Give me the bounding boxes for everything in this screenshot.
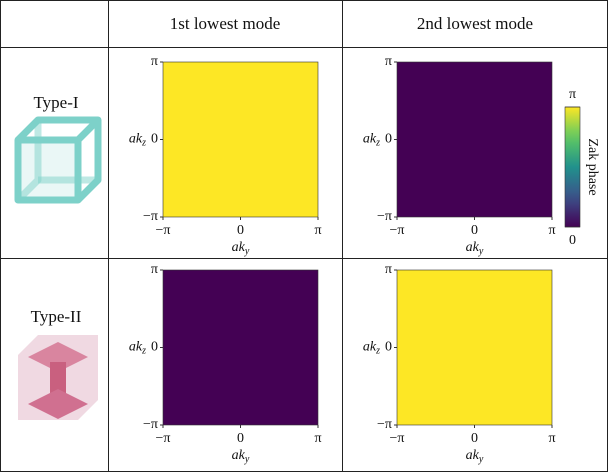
row-header: Type-II <box>31 307 82 326</box>
axis-label-sub: y <box>478 246 484 257</box>
axis-label-main: ak <box>129 340 143 355</box>
x-tick-label: −π <box>156 431 171 446</box>
column-header: 1st lowest mode <box>170 14 281 33</box>
y-tick-label: −π <box>377 209 392 224</box>
y-tick-label: 0 <box>385 132 392 147</box>
x-tick-label: π <box>314 223 321 238</box>
x-tick-label: 0 <box>471 431 478 446</box>
axis-label: aky <box>466 240 484 257</box>
x-tick-label: π <box>314 431 321 446</box>
heatmap-cell <box>163 62 318 217</box>
x-tick-label: π <box>548 431 555 446</box>
x-tick-label: −π <box>390 431 405 446</box>
colorbar-tick-label: π <box>569 87 576 102</box>
x-tick-label: 0 <box>237 431 244 446</box>
axis-label-main: ak <box>363 132 377 147</box>
axis-label: aky <box>466 448 484 465</box>
column-header: 2nd lowest mode <box>417 14 533 33</box>
y-tick-label: π <box>385 54 392 69</box>
axis-label-main: ak <box>129 132 143 147</box>
x-tick-label: 0 <box>471 223 478 238</box>
y-tick-label: 0 <box>151 340 158 355</box>
y-tick-label: −π <box>143 209 158 224</box>
axis-label-main: ak <box>232 448 246 463</box>
y-tick-label: π <box>151 54 158 69</box>
axis-label: akz <box>129 132 146 149</box>
colorbar-tick-label: 0 <box>569 233 576 248</box>
y-tick-label: 0 <box>151 132 158 147</box>
axis-label-sub: z <box>375 138 380 149</box>
y-tick-label: π <box>151 262 158 277</box>
axis-label-sub: y <box>478 454 484 465</box>
axis-label-main: ak <box>466 240 480 255</box>
axis-label-sub: y <box>244 454 250 465</box>
axis-label-sub: z <box>375 346 380 357</box>
row-header: Type-I <box>33 93 78 112</box>
figure: 1st lowest mode 2nd lowest mode Type-I T… <box>0 0 608 472</box>
axis-label: aky <box>232 448 250 465</box>
heatmap-cell <box>397 62 552 217</box>
x-tick-label: π <box>548 223 555 238</box>
y-tick-label: 0 <box>385 340 392 355</box>
y-tick-label: −π <box>143 417 158 432</box>
y-tick-label: −π <box>377 417 392 432</box>
axis-label: aky <box>232 240 250 257</box>
type-ii-icon <box>18 335 98 420</box>
axis-label-sub: z <box>141 346 146 357</box>
x-tick-label: −π <box>390 223 405 238</box>
axis-label: akz <box>363 340 380 357</box>
colorbar-label: Zak phase <box>585 138 600 195</box>
axis-label-main: ak <box>363 340 377 355</box>
axis-label-sub: z <box>141 138 146 149</box>
axis-label: akz <box>363 132 380 149</box>
colorbar <box>565 107 580 227</box>
x-tick-label: −π <box>156 223 171 238</box>
axis-label-main: ak <box>232 240 246 255</box>
axis-label-sub: y <box>244 246 250 257</box>
axis-label-main: ak <box>466 448 480 463</box>
type-i-icon <box>18 120 98 200</box>
axis-label: akz <box>129 340 146 357</box>
y-tick-label: π <box>385 262 392 277</box>
heatmap-cell <box>397 270 552 425</box>
heatmap-cell <box>163 270 318 425</box>
x-tick-label: 0 <box>237 223 244 238</box>
